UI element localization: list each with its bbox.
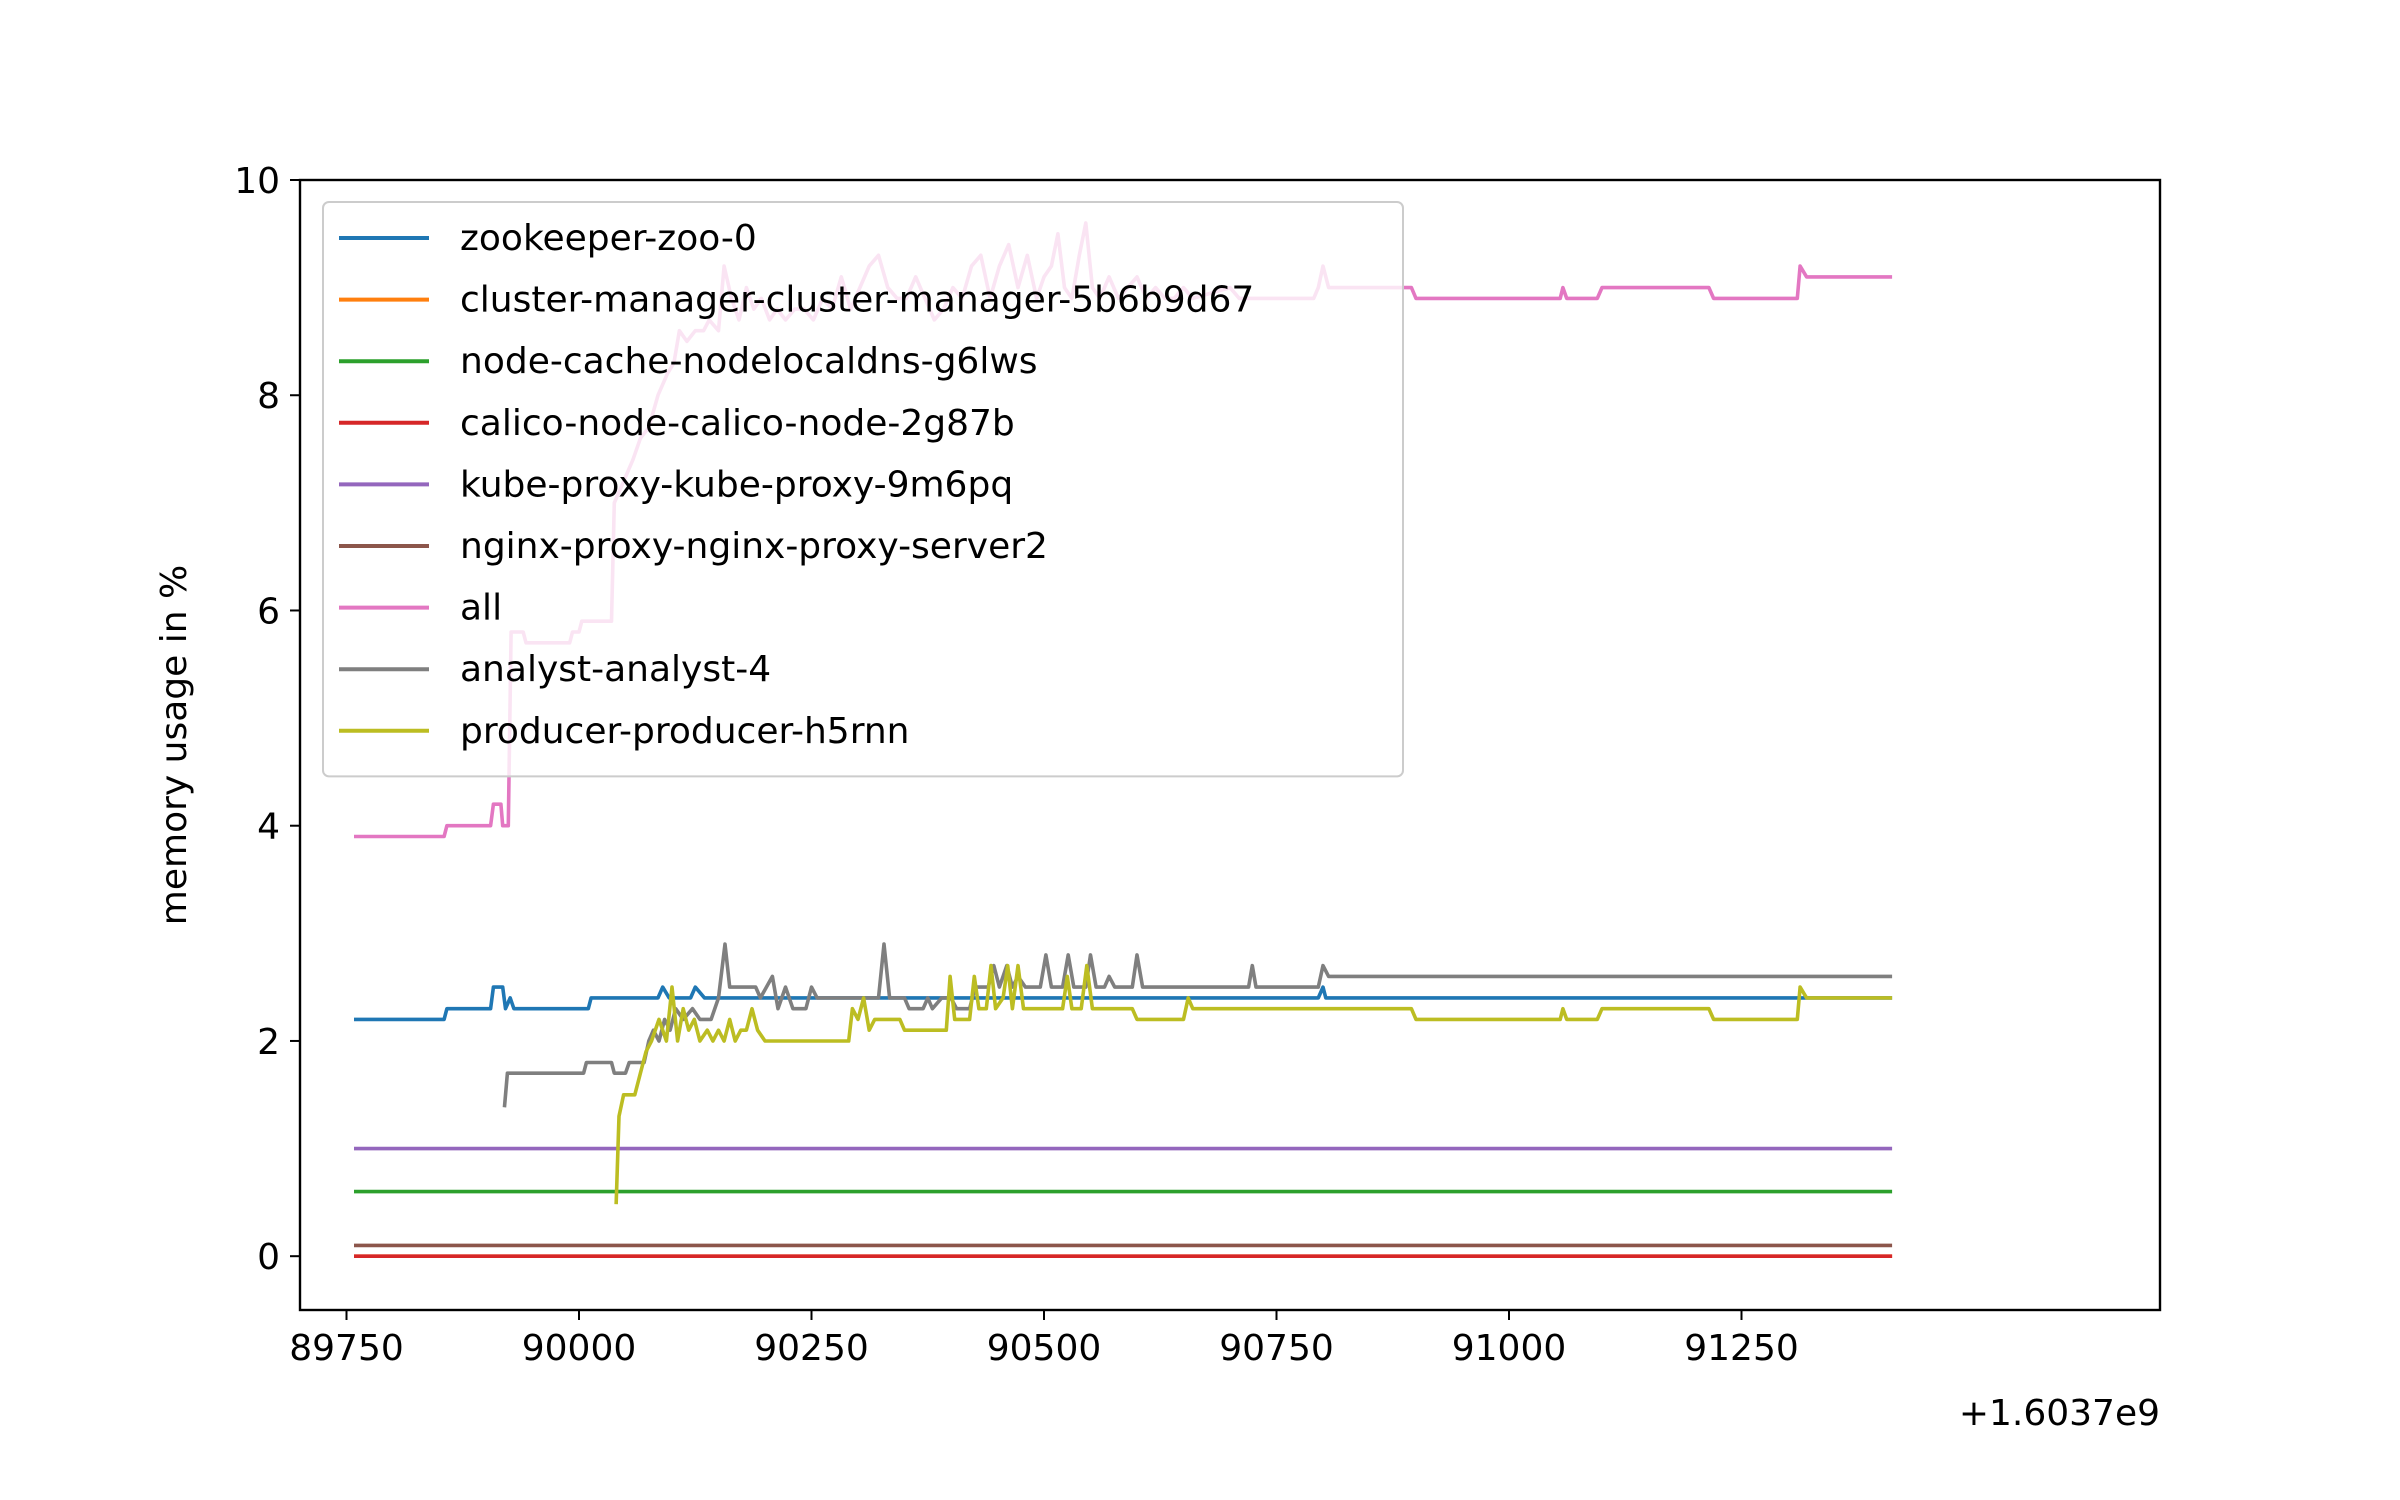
x-tick-label: 91250 (1684, 1328, 1799, 1369)
legend-label-5: nginx-proxy-nginx-proxy-server2 (460, 526, 1048, 567)
x-axis: 89750 90000 90250 90500 90750 91000 91250 (289, 1310, 1799, 1369)
legend-box (322, 201, 1404, 778)
legend-label-4: kube-proxy-kube-proxy-9m6pq (460, 464, 1013, 505)
plot-area-frame (298, 178, 2162, 1312)
x-tick-label: 90250 (754, 1328, 869, 1369)
legend-label-7: analyst-analyst-4 (460, 649, 771, 690)
x-tick-label: 91000 (1452, 1328, 1567, 1369)
legend-label-1: cluster-manager-cluster-manager-5b6b9d67 (460, 280, 1254, 321)
legend-label-6: all (460, 588, 502, 629)
y-axis-label: memory usage in % (154, 565, 195, 925)
y-axis: 0 2 4 6 8 10 (234, 161, 300, 1278)
y-tick-label: 10 (234, 161, 280, 202)
x-axis-offset-label: +1.6037e9 (1959, 1393, 2160, 1434)
y-tick-label: 6 (257, 591, 280, 632)
x-tick-label: 89750 (289, 1328, 404, 1369)
y-tick-label: 0 (257, 1237, 280, 1278)
x-tick-label: 90750 (1219, 1328, 1334, 1369)
y-tick-label: 8 (257, 376, 280, 417)
legend-label-0: zookeeper-zoo-0 (460, 218, 757, 259)
x-tick-label: 90000 (522, 1328, 637, 1369)
series-line-7 (502, 942, 1893, 1108)
series-line-0 (353, 985, 1893, 1022)
legend: zookeeper-zoo-0 cluster-manager-cluster-m… (322, 201, 1404, 778)
legend-label-3: calico-node-calico-node-2g87b (460, 403, 1015, 444)
series-line-8 (614, 963, 1893, 1205)
y-tick-label: 4 (257, 807, 280, 848)
y-tick-label: 2 (257, 1022, 280, 1063)
legend-label-2: node-cache-nodelocaldns-g6lws (460, 341, 1038, 382)
x-tick-label: 90500 (987, 1328, 1102, 1369)
legend-label-8: producer-producer-h5rnn (460, 711, 910, 752)
